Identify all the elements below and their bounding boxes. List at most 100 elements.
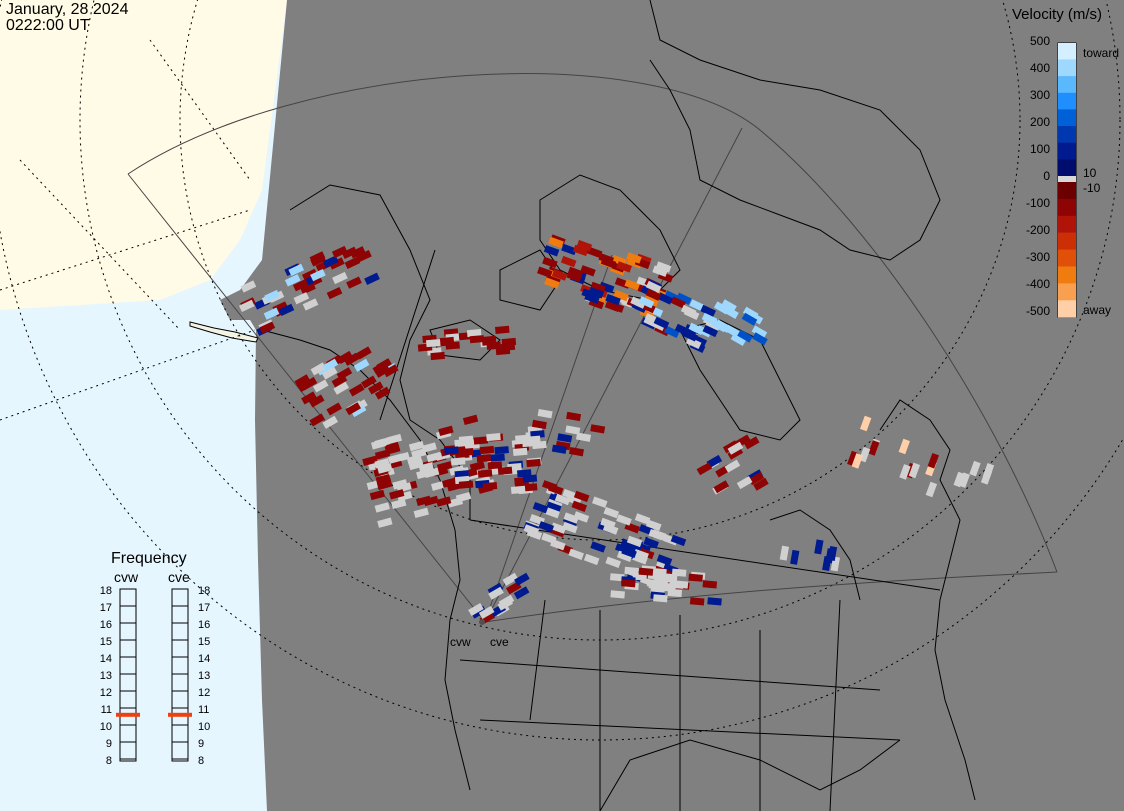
radar-field-of-view (127, 73, 1058, 623)
velocity-cell (487, 461, 503, 470)
velocity-cell (462, 414, 479, 426)
velocity-cell (572, 244, 589, 257)
velocity-cell (676, 292, 692, 305)
velocity-cell (466, 328, 482, 338)
velocity-cell (322, 358, 339, 372)
velocity-cell (736, 476, 753, 490)
velocity-cell (560, 255, 577, 268)
velocity-cell (326, 286, 343, 300)
colorbar-toward-swatches (1058, 43, 1076, 176)
velocity-cell (898, 438, 910, 455)
colorbar-tick-label: -300 (1026, 250, 1050, 264)
velocity-cell (566, 411, 582, 422)
velocity-cell (753, 477, 769, 491)
velocity-cell (353, 358, 370, 372)
velocity-cell (638, 296, 655, 309)
velocity-cell (643, 315, 660, 329)
frequency-level-label: 11 (101, 704, 112, 716)
velocity-cell (537, 409, 553, 419)
colorbar-toward-swatch (1058, 126, 1076, 143)
velocity-cell (645, 280, 662, 294)
velocity-cell (621, 546, 637, 559)
velocity-cell (302, 268, 318, 282)
velocity-cell (301, 391, 317, 405)
velocity-cell (603, 506, 620, 519)
velocity-cell (557, 433, 573, 443)
velocity-cell (688, 322, 705, 335)
station-cvw-marker (479, 619, 485, 625)
colorbar-tick-label: -500 (1026, 304, 1050, 318)
colorbar-toward-swatch (1058, 159, 1076, 176)
velocity-cell (532, 502, 549, 514)
velocity-cell (542, 256, 558, 269)
colorbar-zero-band (1058, 176, 1076, 182)
colorbar-minus10-label: -10 (1083, 181, 1101, 195)
frequency-level-label: 11 (198, 704, 209, 716)
frequency-level-label: 10 (100, 721, 112, 733)
velocity-cell (341, 246, 358, 259)
velocity-cell (982, 463, 995, 479)
velocity-cell (436, 496, 452, 507)
colorbar-tick-label: 0 (1043, 169, 1050, 183)
velocity-cell (548, 236, 564, 249)
velocity-cell (741, 312, 758, 326)
colorbar-away-swatch (1058, 283, 1076, 301)
cvw-column-label: cvw (114, 569, 139, 585)
velocity-cell (369, 489, 386, 501)
velocity-cell (368, 381, 384, 395)
velocity-cell (293, 292, 310, 305)
velocity-cell (415, 495, 432, 507)
velocity-cell (847, 450, 859, 467)
velocity-cell (495, 325, 510, 334)
velocity-cell (302, 298, 319, 311)
velocity-cell (645, 288, 662, 301)
velocity-cell (513, 586, 530, 600)
velocity-cell (701, 312, 718, 326)
velocity-cell (546, 501, 562, 513)
velocity-cell (621, 579, 636, 588)
velocity-cell (356, 249, 372, 263)
velocity-cell (458, 480, 474, 489)
velocity-cell (531, 419, 547, 430)
velocity-cell (512, 447, 528, 456)
velocity-cell (473, 436, 489, 445)
velocity-cell (538, 521, 555, 533)
velocity-cell (653, 316, 670, 329)
velocity-cell (714, 319, 731, 333)
velocity-cell (374, 449, 391, 460)
velocity-cell (392, 479, 408, 490)
velocity-cell (501, 337, 517, 347)
velocity-cell (680, 304, 697, 318)
station-cvw-label: cvw (450, 635, 471, 649)
velocity-cell (239, 299, 255, 313)
velocity-cell (663, 325, 680, 339)
velocity-cell (416, 468, 432, 480)
frequency-title: Frequency (111, 550, 187, 567)
velocity-cell (747, 311, 764, 325)
velocity-cell (322, 415, 339, 429)
velocity-cell (565, 425, 581, 435)
velocity-cell (653, 580, 668, 589)
velocity-cell (329, 257, 345, 270)
colorbar-tick-label: -400 (1026, 277, 1050, 291)
velocity-cell (670, 296, 686, 309)
velocity-cell (689, 597, 705, 606)
colorbar-away-swatch (1058, 215, 1076, 233)
velocity-cell (356, 346, 372, 360)
velocity-cell (670, 534, 687, 547)
velocity-cell (624, 566, 639, 575)
velocity-cell (551, 444, 567, 454)
velocity-cell (426, 451, 442, 463)
velocity-cell (447, 497, 464, 508)
velocity-cell (454, 438, 469, 448)
colorbar-away-label: away (1083, 303, 1111, 317)
velocity-cell (630, 296, 646, 309)
velocity-cell (562, 521, 578, 534)
colorbar-tick-label: 200 (1030, 115, 1050, 129)
velocity-cell (626, 252, 642, 264)
frequency-level-label: 17 (198, 602, 210, 614)
velocity-cell (616, 261, 632, 273)
frequency-level-label: 18 (100, 585, 112, 597)
map-date: January, 28 2024 (6, 1, 129, 18)
colorbar-away-swatches (1058, 182, 1076, 318)
